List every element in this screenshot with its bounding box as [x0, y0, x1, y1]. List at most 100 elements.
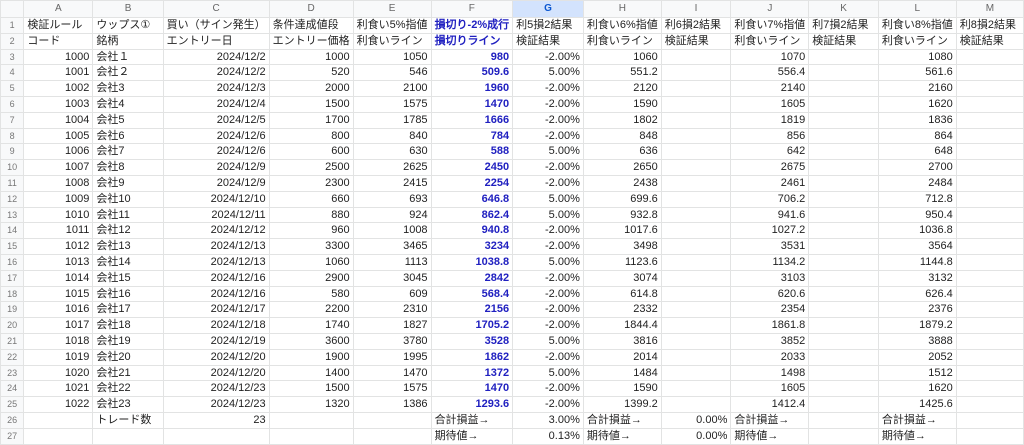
column-header-B[interactable]: B [92, 0, 164, 18]
cell-J6[interactable]: 1605 [730, 95, 810, 113]
cell-K25[interactable] [808, 396, 879, 413]
cell-E12[interactable]: 693 [352, 190, 432, 208]
cell-L6[interactable]: 1620 [877, 95, 957, 113]
cell-E17[interactable]: 3045 [352, 269, 432, 287]
cell-B1[interactable]: ウップス① [92, 17, 164, 34]
cell-J24[interactable]: 1605 [730, 380, 810, 398]
cell-K15[interactable] [808, 238, 879, 255]
cell-E2[interactable]: 利食いライン [352, 32, 432, 50]
cell-H1[interactable]: 利食い6%指値 [582, 17, 662, 34]
cell-J25[interactable]: 1412.4 [730, 396, 810, 413]
cell-K10[interactable] [808, 159, 879, 176]
cell-C24[interactable]: 2024/12/23 [162, 380, 270, 398]
cell-C12[interactable]: 2024/12/10 [162, 190, 270, 208]
cell-L7[interactable]: 1836 [877, 111, 957, 129]
cell-D22[interactable]: 1900 [268, 348, 354, 366]
cell-I11[interactable] [660, 174, 732, 192]
cell-H19[interactable]: 2332 [582, 301, 662, 319]
cell-F3[interactable]: 980 [430, 48, 514, 66]
cell-L9[interactable]: 648 [877, 143, 957, 161]
column-header-L[interactable]: L [877, 0, 957, 18]
cell-F9[interactable]: 588 [430, 143, 514, 161]
row-header[interactable]: 14 [0, 222, 25, 240]
cell-M19[interactable] [955, 301, 1024, 319]
row-header[interactable]: 8 [0, 127, 25, 145]
cell-I25[interactable] [660, 396, 732, 413]
cell-I19[interactable] [660, 301, 732, 319]
cell-H13[interactable]: 932.8 [582, 206, 662, 224]
cell-K27[interactable] [808, 427, 879, 445]
cell-A13[interactable]: 1010 [23, 206, 94, 224]
column-header-D[interactable]: D [268, 0, 354, 18]
cell-E8[interactable]: 840 [352, 127, 432, 145]
cell-M17[interactable] [955, 269, 1024, 287]
cell-M8[interactable] [955, 127, 1024, 145]
cell-D4[interactable]: 520 [268, 64, 354, 82]
cell-K17[interactable] [808, 269, 879, 287]
cell-G17[interactable]: -2.00% [512, 269, 584, 287]
cell-H15[interactable]: 3498 [582, 238, 662, 255]
cell-H10[interactable]: 2650 [582, 159, 662, 176]
cell-G24[interactable]: -2.00% [512, 380, 584, 398]
cell-H4[interactable]: 551.2 [582, 64, 662, 82]
cell-K1[interactable]: 利7損2結果 [808, 17, 879, 34]
cell-E20[interactable]: 1827 [352, 317, 432, 334]
cell-J4[interactable]: 556.4 [730, 64, 810, 82]
cell-B8[interactable]: 会社6 [92, 127, 164, 145]
cell-H5[interactable]: 2120 [582, 80, 662, 97]
cell-L20[interactable]: 1879.2 [877, 317, 957, 334]
cell-D9[interactable]: 600 [268, 143, 354, 161]
cell-F8[interactable]: 784 [430, 127, 514, 145]
cell-J17[interactable]: 3103 [730, 269, 810, 287]
cell-J14[interactable]: 1027.2 [730, 222, 810, 240]
cell-B20[interactable]: 会社18 [92, 317, 164, 334]
row-header[interactable]: 13 [0, 206, 25, 224]
cell-M6[interactable] [955, 95, 1024, 113]
cell-I23[interactable] [660, 364, 732, 382]
cell-I4[interactable] [660, 64, 732, 82]
cell-D11[interactable]: 2300 [268, 174, 354, 192]
cell-I6[interactable] [660, 95, 732, 113]
column-header-F[interactable]: F [430, 0, 514, 18]
cell-G15[interactable]: -2.00% [512, 238, 584, 255]
cell-A1[interactable]: 検証ルール [23, 17, 94, 34]
cell-G4[interactable]: 5.00% [512, 64, 584, 82]
cell-H2[interactable]: 利食いライン [582, 32, 662, 50]
cell-E21[interactable]: 3780 [352, 332, 432, 350]
cell-G5[interactable]: -2.00% [512, 80, 584, 97]
cell-J2[interactable]: 利食いライン [730, 32, 810, 50]
cell-M18[interactable] [955, 285, 1024, 303]
cell-L2[interactable]: 利食いライン [877, 32, 957, 50]
cell-F24[interactable]: 1470 [430, 380, 514, 398]
cell-D15[interactable]: 3300 [268, 238, 354, 255]
cell-H11[interactable]: 2438 [582, 174, 662, 192]
row-header[interactable]: 10 [0, 159, 25, 176]
cell-D17[interactable]: 2900 [268, 269, 354, 287]
cell-G21[interactable]: 5.00% [512, 332, 584, 350]
cell-M4[interactable] [955, 64, 1024, 82]
cell-H12[interactable]: 699.6 [582, 190, 662, 208]
cell-B11[interactable]: 会社9 [92, 174, 164, 192]
cell-I14[interactable] [660, 222, 732, 240]
cell-C14[interactable]: 2024/12/12 [162, 222, 270, 240]
cell-H18[interactable]: 614.8 [582, 285, 662, 303]
cell-C6[interactable]: 2024/12/4 [162, 95, 270, 113]
cell-L12[interactable]: 712.8 [877, 190, 957, 208]
cell-E5[interactable]: 2100 [352, 80, 432, 97]
cell-B16[interactable]: 会社14 [92, 253, 164, 271]
row-header[interactable]: 9 [0, 143, 25, 161]
cell-A16[interactable]: 1013 [23, 253, 94, 271]
cell-G7[interactable]: -2.00% [512, 111, 584, 129]
cell-E14[interactable]: 1008 [352, 222, 432, 240]
column-header-E[interactable]: E [352, 0, 432, 18]
cell-J23[interactable]: 1498 [730, 364, 810, 382]
cell-G13[interactable]: 5.00% [512, 206, 584, 224]
cell-F10[interactable]: 2450 [430, 159, 514, 176]
cell-F17[interactable]: 2842 [430, 269, 514, 287]
cell-A14[interactable]: 1011 [23, 222, 94, 240]
cell-D13[interactable]: 880 [268, 206, 354, 224]
cell-K26[interactable] [808, 411, 879, 429]
row-header[interactable]: 5 [0, 80, 25, 97]
cell-C20[interactable]: 2024/12/18 [162, 317, 270, 334]
cell-B23[interactable]: 会社21 [92, 364, 164, 382]
